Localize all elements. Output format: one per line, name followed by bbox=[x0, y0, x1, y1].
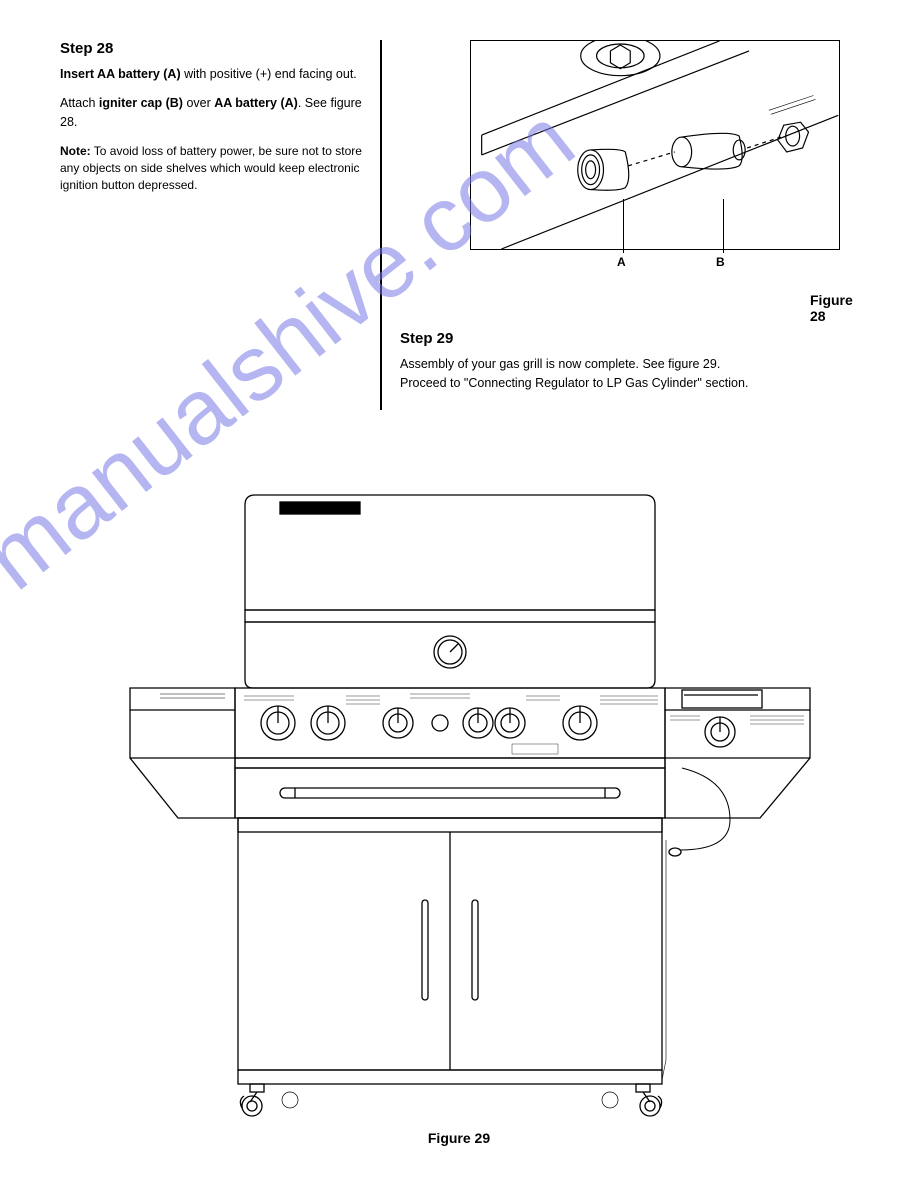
step29-line1: Assembly of your gas grill is now comple… bbox=[400, 355, 858, 374]
step28-line2-bold1: igniter cap (B) bbox=[99, 96, 183, 110]
step28-line1-bold: Insert AA battery (A) bbox=[60, 67, 181, 81]
column-divider bbox=[380, 40, 382, 410]
figure-29-caption: Figure 29 bbox=[0, 1130, 918, 1146]
figure-29-grill bbox=[110, 480, 830, 1120]
step29-line2: Proceed to "Connecting Regulator to LP G… bbox=[400, 374, 858, 393]
step28-line2: Attach igniter cap (B) over AA battery (… bbox=[60, 94, 370, 132]
step28-line1-rest: with positive (+) end facing out. bbox=[181, 67, 357, 81]
step28-note: Note: To avoid loss of battery power, be… bbox=[60, 143, 370, 193]
figure-28-caption: Figure 28 bbox=[810, 292, 858, 324]
step28-note-text: To avoid loss of battery power, be sure … bbox=[60, 144, 362, 192]
figure-28-frame: A B bbox=[470, 40, 840, 250]
step28-title: Step 28 bbox=[60, 40, 370, 57]
step28-line2-bold2: AA battery (A) bbox=[214, 96, 298, 110]
step28-line2-mid: over bbox=[183, 96, 214, 110]
figure-28-svg bbox=[471, 41, 839, 249]
leader-line-a bbox=[623, 199, 624, 253]
step28-line1: Insert AA battery (A) with positive (+) … bbox=[60, 65, 370, 84]
figure-28-label-a: A bbox=[617, 255, 626, 269]
step28-note-label: Note: bbox=[60, 144, 91, 158]
step-28-block: Step 28 Insert AA battery (A) with posit… bbox=[60, 40, 370, 194]
leader-line-b bbox=[723, 199, 724, 253]
figure-28-label-b: B bbox=[716, 255, 725, 269]
grill-svg bbox=[110, 480, 830, 1120]
step29-title: Step 29 bbox=[400, 330, 858, 347]
step28-line2-prefix: Attach bbox=[60, 96, 99, 110]
